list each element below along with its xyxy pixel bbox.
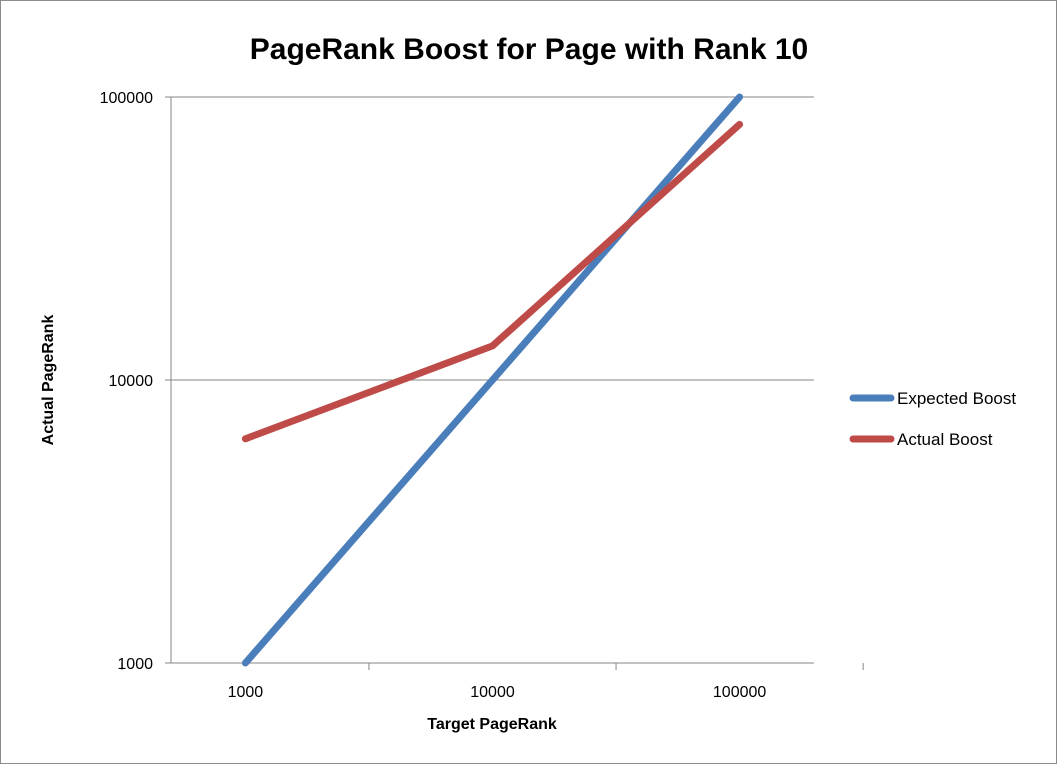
legend: Expected Boost Actual Boost [849, 389, 1016, 449]
y-tick-labels: 1000 10000 100000 [100, 90, 153, 673]
legend-label-actual-boost: Actual Boost [897, 430, 993, 449]
axis-ticks [121, 96, 864, 670]
x-tick-label-100000: 100000 [713, 684, 766, 701]
series-line-expected-boost [241, 93, 744, 667]
x-tick-label-10000: 10000 [470, 684, 515, 701]
x-tick-labels: 1000 10000 100000 [228, 684, 767, 701]
y-tick-label-1000: 1000 [117, 656, 153, 673]
legend-label-expected-boost: Expected Boost [897, 389, 1016, 408]
grid-lines [171, 96, 814, 381]
y-tick-label-100000: 100000 [100, 90, 153, 107]
chart-title: PageRank Boost for Page with Rank 10 [250, 33, 808, 66]
series-lines [241, 93, 744, 667]
x-axis-title: Target PageRank [427, 716, 557, 733]
x-tick-label-1000: 1000 [228, 684, 264, 701]
y-axis-title: Actual PageRank [40, 315, 57, 446]
y-tick-label-10000: 10000 [109, 373, 154, 390]
series-line-actual-boost [241, 120, 744, 443]
